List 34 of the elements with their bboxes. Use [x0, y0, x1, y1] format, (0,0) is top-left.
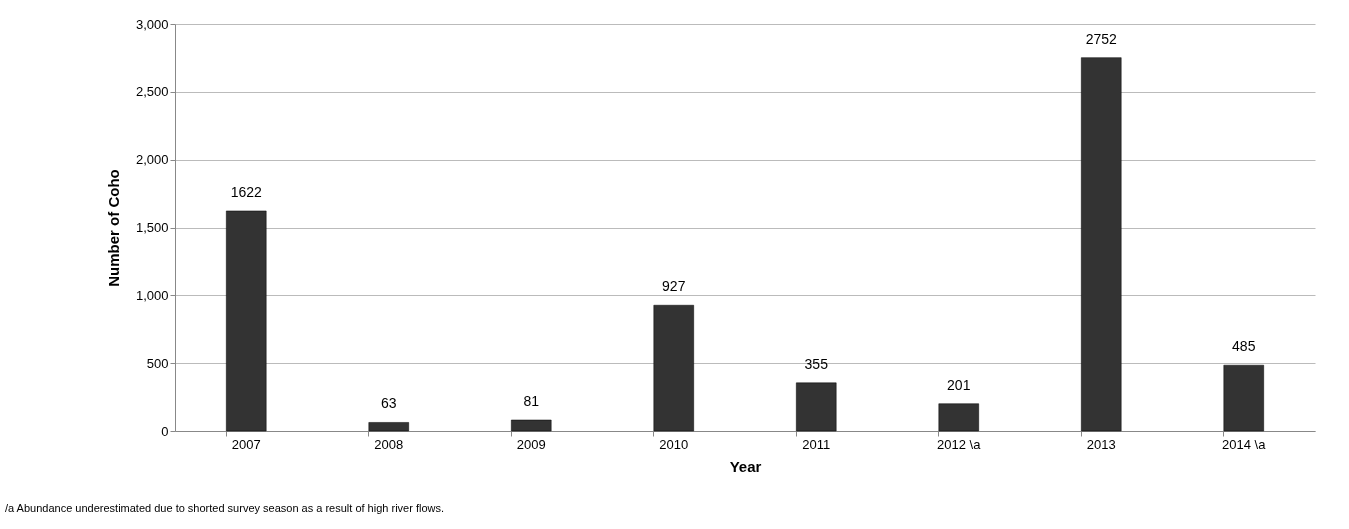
y-tick-label: 2,000 — [135, 152, 169, 168]
x-tick-label: 2013 — [1086, 436, 1116, 452]
y-tick-label: 0 — [161, 423, 169, 439]
bar — [511, 419, 552, 432]
data-label: 355 — [804, 355, 829, 372]
bar — [226, 210, 267, 432]
bar — [938, 403, 979, 432]
x-tick-label: 2009 — [516, 436, 546, 452]
x-tick-label: 2012 \a — [937, 436, 982, 452]
x-tick-label: 2008 — [374, 436, 404, 452]
y-tick-label: 500 — [146, 355, 169, 371]
y-tick-label: 3,000 — [135, 16, 169, 32]
text: /a Abundance underestimated due to shorted survey season as a result of high river flows. — [5, 502, 445, 514]
data-label: 2752 — [1085, 30, 1118, 47]
x-tick-label: 2010 — [659, 436, 689, 452]
bar — [1223, 364, 1264, 432]
x-tick-label: 2014 \a — [1222, 436, 1267, 452]
data-label: 81 — [523, 393, 540, 410]
y-tick-label: 1,000 — [135, 287, 169, 303]
bar — [796, 382, 837, 432]
y-tick-label: 1,500 — [135, 220, 169, 235]
x-axis-title: Year — [729, 457, 762, 475]
bar — [1081, 57, 1122, 432]
x-tick-label: 2007 — [231, 436, 261, 452]
bar — [653, 304, 694, 432]
data-label: 1622 — [230, 183, 263, 200]
bar — [368, 422, 409, 432]
data-label: 63 — [380, 395, 397, 412]
y-tick-label: 2,500 — [135, 84, 169, 100]
data-label: 485 — [1232, 338, 1256, 355]
data-label: 201 — [947, 376, 971, 393]
x-tick-label: 2011 — [802, 436, 831, 452]
y-axis-title: Number of Coho — [104, 169, 122, 287]
data-label: 927 — [662, 278, 686, 295]
